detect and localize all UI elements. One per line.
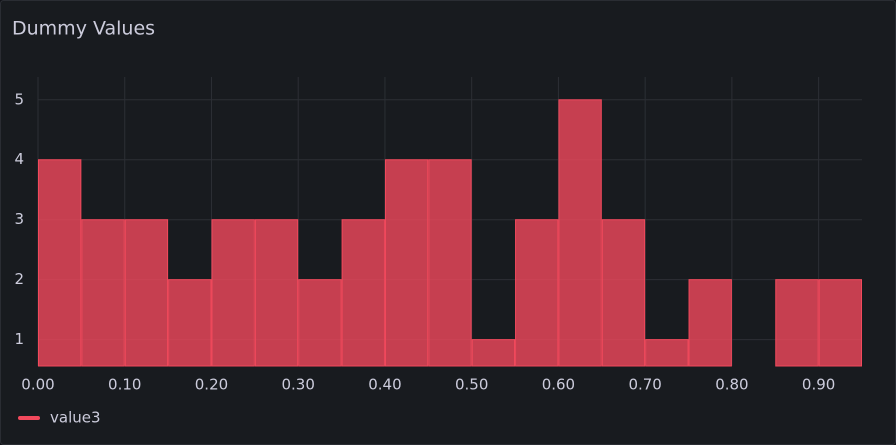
- bar: [38, 159, 82, 367]
- bar: [818, 279, 863, 367]
- x-tick-label: 0.70: [628, 376, 661, 394]
- bar: [384, 159, 429, 367]
- y-tick-label: 4: [14, 150, 24, 168]
- bar: [428, 159, 472, 367]
- x-tick-label: 0.60: [542, 376, 575, 394]
- bar: [298, 279, 342, 367]
- bar: [515, 219, 559, 367]
- x-tick-label: 0.20: [195, 376, 228, 394]
- bar: [601, 219, 646, 367]
- bar: [645, 339, 689, 367]
- panel-title: Dummy Values: [12, 18, 155, 40]
- x-tick-label: 0.50: [455, 376, 488, 394]
- x-tick-label: 0.80: [715, 376, 748, 394]
- y-tick-label: 1: [14, 330, 24, 348]
- legend-label: value3: [50, 409, 101, 427]
- bar: [168, 279, 212, 367]
- bar: [81, 219, 125, 367]
- bar: [688, 279, 732, 367]
- x-tick-label: 0.30: [282, 376, 315, 394]
- bar: [775, 279, 819, 367]
- bar: [471, 339, 516, 367]
- x-tick-label: 0.40: [368, 376, 401, 394]
- x-tick-label: 0.10: [108, 376, 141, 394]
- bar: [124, 219, 169, 367]
- y-tick-label: 5: [14, 90, 24, 108]
- bar: [211, 219, 255, 367]
- bar: [341, 219, 385, 367]
- x-tick-label: 0.00: [21, 376, 54, 394]
- y-tick-label: 2: [14, 270, 24, 288]
- x-tick-label: 0.90: [802, 376, 835, 394]
- y-tick-label: 3: [14, 210, 24, 228]
- bar: [558, 99, 602, 367]
- bar: [254, 219, 299, 367]
